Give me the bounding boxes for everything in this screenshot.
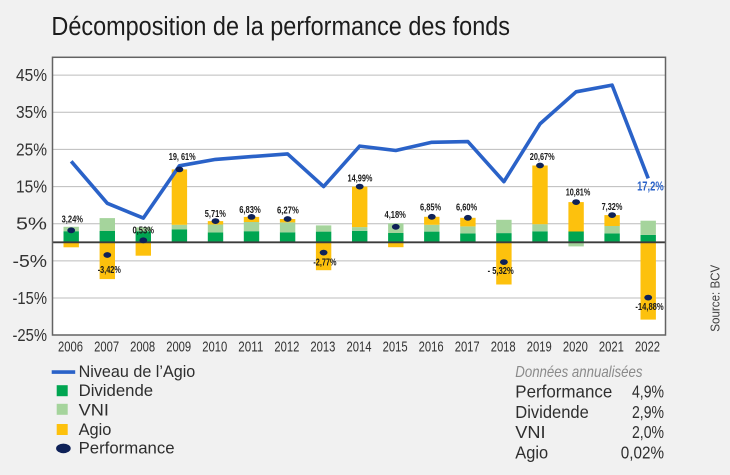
- svg-text:2018: 2018: [491, 339, 516, 355]
- svg-text:0,53%: 0,53%: [132, 224, 154, 236]
- svg-text:3,24%: 3,24%: [62, 214, 84, 226]
- svg-text:19, 61%: 19, 61%: [169, 151, 196, 163]
- svg-text:-25%: -25%: [13, 325, 48, 345]
- svg-text:2016: 2016: [419, 339, 444, 355]
- svg-text:Source: BCV: Source: BCV: [707, 264, 722, 331]
- svg-text:15%: 15%: [16, 177, 47, 197]
- svg-text:6,83%: 6,83%: [239, 204, 261, 216]
- svg-text:20,67%: 20,67%: [530, 151, 555, 163]
- svg-text:Niveau de l’Agio: Niveau de l’Agio: [79, 363, 196, 381]
- svg-text:0,02%: 0,02%: [621, 442, 664, 462]
- svg-text:Agio: Agio: [79, 421, 112, 439]
- svg-text:2021: 2021: [599, 339, 624, 355]
- svg-text:2010: 2010: [202, 339, 227, 355]
- svg-text:-3,42%: -3,42%: [98, 264, 122, 276]
- svg-text:17,2%: 17,2%: [637, 180, 664, 194]
- svg-text:4,9%: 4,9%: [632, 382, 664, 402]
- svg-text:Données annualisées: Données annualisées: [515, 364, 642, 381]
- svg-text:Décomposition de la performanc: Décomposition de la performance des fond…: [51, 13, 510, 41]
- svg-text:Dividende: Dividende: [515, 402, 589, 422]
- svg-text:Agio: Agio: [515, 442, 548, 462]
- svg-text:Performance: Performance: [79, 440, 175, 458]
- svg-text:6,27%: 6,27%: [277, 205, 299, 217]
- svg-text:45%: 45%: [16, 65, 47, 85]
- svg-text:2020: 2020: [563, 339, 588, 355]
- svg-text:2019: 2019: [527, 339, 552, 355]
- svg-text:-5%: -5%: [13, 251, 48, 271]
- svg-text:2015: 2015: [383, 339, 408, 355]
- svg-text:2011: 2011: [238, 339, 263, 355]
- svg-text:2,0%: 2,0%: [632, 422, 664, 442]
- svg-text:4,18%: 4,18%: [385, 209, 407, 221]
- svg-text:- 5,32%: - 5,32%: [488, 265, 515, 277]
- svg-text:2014: 2014: [347, 339, 372, 355]
- svg-text:35%: 35%: [16, 102, 47, 122]
- svg-text:-2,77%: -2,77%: [313, 256, 337, 268]
- svg-text:2022: 2022: [635, 339, 660, 355]
- svg-text:2006: 2006: [58, 339, 83, 355]
- svg-text:2017: 2017: [455, 339, 480, 355]
- svg-text:6,85%: 6,85%: [420, 201, 442, 213]
- svg-text:25%: 25%: [16, 139, 47, 159]
- svg-text:7,32%: 7,32%: [602, 201, 623, 213]
- svg-text:Dividende: Dividende: [79, 382, 153, 400]
- svg-text:2012: 2012: [274, 339, 299, 355]
- svg-text:5,71%: 5,71%: [205, 208, 227, 220]
- svg-text:2,9%: 2,9%: [632, 402, 664, 422]
- svg-text:-14,88%: -14,88%: [635, 301, 664, 313]
- svg-text:2013: 2013: [310, 339, 335, 355]
- svg-text:6,60%: 6,60%: [456, 202, 478, 214]
- svg-text:10,81%: 10,81%: [566, 187, 591, 199]
- svg-text:-15%: -15%: [13, 288, 48, 308]
- svg-text:5%: 5%: [16, 214, 47, 234]
- svg-text:2008: 2008: [130, 339, 155, 355]
- svg-text:14,99%: 14,99%: [348, 173, 373, 185]
- svg-text:2007: 2007: [94, 339, 119, 355]
- svg-text:2009: 2009: [166, 339, 191, 355]
- svg-text:VNI: VNI: [79, 402, 109, 420]
- svg-text:Performance: Performance: [515, 382, 612, 402]
- svg-text:VNI: VNI: [515, 422, 545, 442]
